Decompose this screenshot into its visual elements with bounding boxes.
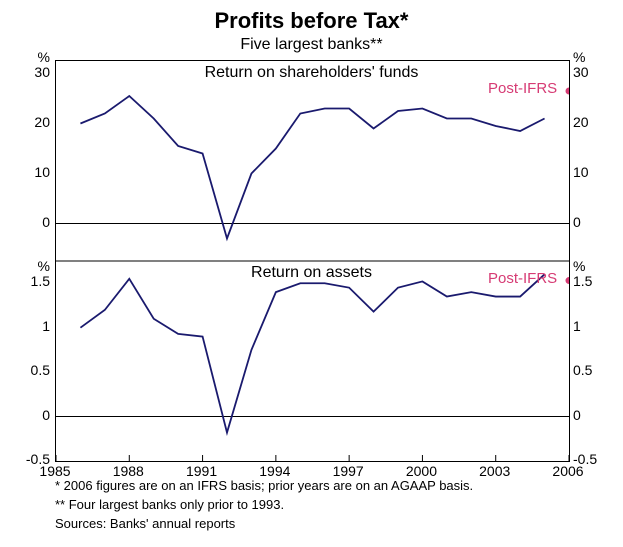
y-tick-right: 20 (573, 114, 589, 130)
series-line (80, 274, 544, 432)
y-tick-left: 30 (10, 64, 50, 80)
series-line (80, 96, 544, 239)
y-tick-right: 30 (573, 64, 589, 80)
y-tick-right: 1.5 (573, 273, 592, 289)
y-tick-left: 0 (10, 214, 50, 230)
chart-container: Profits before Tax* Five largest banks**… (0, 0, 623, 547)
x-tick: 1985 (30, 463, 80, 479)
y-tick-left: 0 (10, 407, 50, 423)
post-ifrs-marker (566, 88, 570, 95)
y-tick-right: 0 (573, 214, 581, 230)
x-tick: 1997 (323, 463, 373, 479)
y-tick-left: 1.5 (10, 273, 50, 289)
y-unit-left: % (10, 258, 50, 274)
y-tick-right: 0.5 (573, 362, 592, 378)
y-tick-right: 10 (573, 164, 589, 180)
post-ifrs-label: Post-IFRS (488, 270, 557, 287)
footnote-1: * 2006 figures are on an IFRS basis; pri… (55, 478, 473, 493)
footnote-2: ** Four largest banks only prior to 1993… (55, 497, 284, 512)
x-tick: 2006 (543, 463, 593, 479)
x-tick: 2003 (470, 463, 520, 479)
y-tick-right: 0 (573, 407, 581, 423)
y-tick-right: 1 (573, 318, 581, 334)
panel-title: Return on assets (251, 264, 372, 282)
x-tick: 1988 (103, 463, 153, 479)
y-tick-left: 20 (10, 114, 50, 130)
y-unit-right: % (573, 49, 585, 65)
x-tick: 1991 (177, 463, 227, 479)
y-tick-left: 1 (10, 318, 50, 334)
chart-svg (56, 61, 569, 461)
y-tick-left: 10 (10, 164, 50, 180)
footnote-sources: Sources: Banks' annual reports (55, 516, 235, 531)
chart-title: Profits before Tax* (0, 0, 623, 34)
x-tick: 2000 (396, 463, 446, 479)
x-tick: 1994 (250, 463, 300, 479)
panel-title: Return on shareholders' funds (205, 64, 419, 82)
post-ifrs-label: Post-IFRS (488, 80, 557, 97)
chart-subtitle: Five largest banks** (0, 36, 623, 54)
post-ifrs-marker (566, 277, 570, 284)
y-tick-left: 0.5 (10, 362, 50, 378)
y-unit-right: % (573, 258, 585, 274)
plot-area (55, 60, 570, 462)
y-unit-left: % (10, 49, 50, 65)
